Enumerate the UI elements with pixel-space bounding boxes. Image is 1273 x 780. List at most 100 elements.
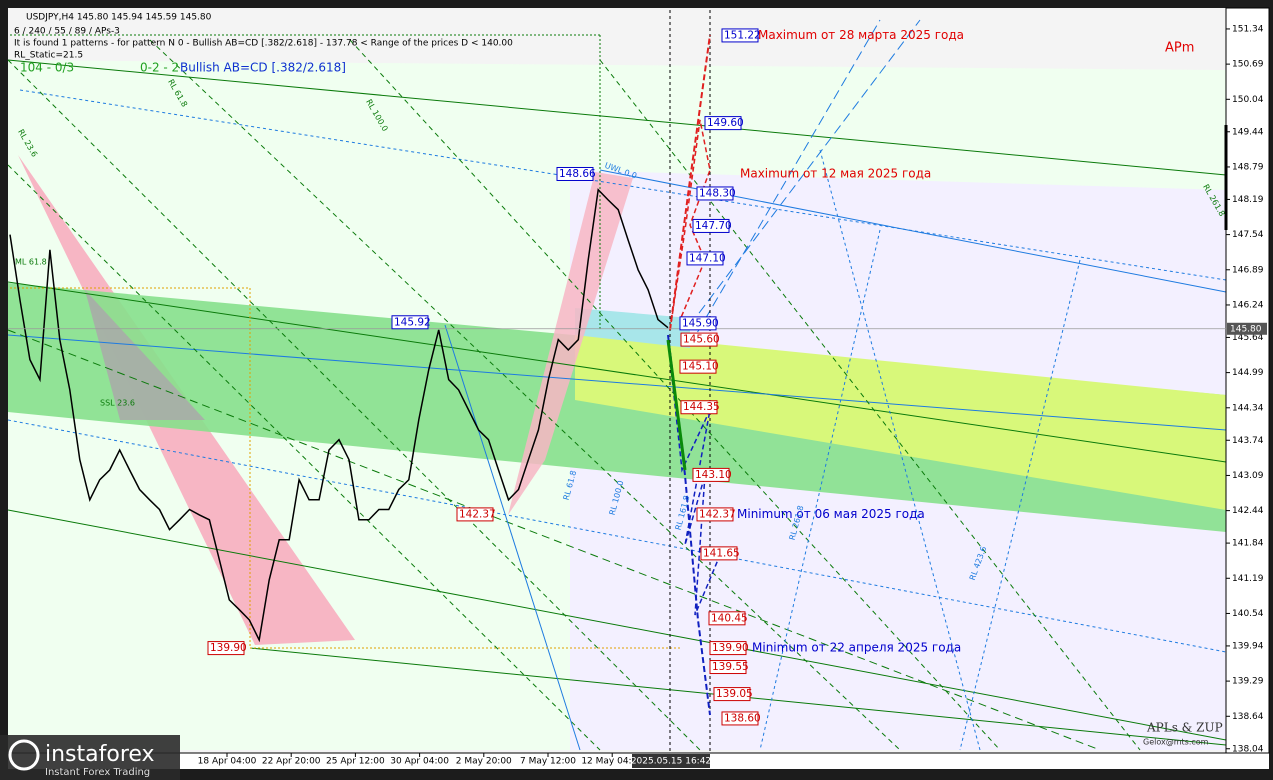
logo-text: instaforex	[45, 742, 155, 767]
trend-line	[7, 281, 1227, 463]
y-tick-label: 142.44	[1232, 506, 1264, 516]
y-tick-label: 140.54	[1232, 609, 1264, 619]
cursor-box	[632, 754, 710, 768]
cursor-label: 2025.05.15 16:42	[631, 757, 711, 767]
y-tick-label: 147.54	[1232, 230, 1264, 240]
x-tick-label: 25 Apr 12:00	[326, 757, 385, 767]
corner-label: APm	[1165, 41, 1194, 56]
fib-line	[689, 19, 921, 326]
fib-line	[689, 19, 881, 346]
annotation: Maximum от 28 марта 2025 года	[758, 28, 964, 42]
level-label: 145.10	[682, 361, 719, 373]
x-tick-label: 2 May 20:00	[456, 757, 512, 767]
level-label: 143.10	[695, 469, 732, 481]
fib-line	[7, 59, 701, 751]
level-label: 151.22	[724, 29, 761, 41]
level-label: 140.45	[711, 612, 748, 624]
level-label: 147.70	[695, 220, 732, 232]
level-label: 148.66	[559, 168, 596, 180]
forecast-up	[669, 34, 711, 331]
level-box	[679, 316, 717, 331]
y-tick-label: 139.29	[1232, 677, 1264, 687]
level-box	[679, 359, 717, 374]
level-label: 147.10	[689, 252, 726, 264]
y-tick-label: 143.09	[1232, 471, 1264, 481]
fib-line	[819, 149, 981, 751]
x-tick-label: 7 May 12:00	[520, 757, 576, 767]
fib-line	[959, 259, 1081, 751]
header-line: 6 / 240 / 55 / 89 / APs-3	[14, 27, 120, 37]
current-price-label: 145.80	[1230, 324, 1262, 334]
signature: Gelox@mts.com	[1143, 738, 1209, 747]
y-tick-label: 150.69	[1232, 60, 1264, 70]
logo: instaforex Instant Forex Trading	[0, 735, 180, 780]
level-label: 139.05	[716, 688, 753, 700]
level-box	[680, 400, 718, 415]
level-label: 142.37	[699, 508, 736, 520]
y-axis-background	[1226, 8, 1269, 753]
y-tick-label: 139.94	[1232, 641, 1264, 651]
level-label: 145.60	[683, 334, 720, 346]
level-box	[709, 660, 747, 675]
annotation: Minimum от 06 мая 2025 года	[737, 507, 925, 521]
level-box	[708, 611, 746, 626]
y-tick-label: 151.34	[1232, 24, 1264, 34]
trend-line	[7, 59, 1227, 176]
forecast-down	[667, 334, 711, 716]
level-box	[391, 315, 429, 330]
level-label: 141.65	[703, 547, 740, 559]
level-box	[556, 166, 594, 181]
x-tick-label: 18 Apr 04:00	[198, 757, 257, 767]
fib-label: ML 61.8	[15, 258, 47, 267]
header-line: USDJPY,H4 145.80 145.94 145.59 145.80	[26, 13, 212, 23]
level-box	[721, 711, 759, 726]
y-tick-label: 146.24	[1232, 300, 1264, 310]
fib-line	[7, 164, 601, 751]
level-box	[686, 251, 724, 266]
level-label: 149.60	[707, 117, 744, 129]
level-box	[700, 546, 738, 561]
pattern-count: 104 - 0/3	[20, 61, 74, 75]
x-tick-label: 12 May 04:00	[581, 757, 643, 767]
fib-line	[149, 39, 901, 751]
forecast-leg	[666, 339, 687, 471]
fib-line	[444, 324, 581, 751]
channel-cyan	[575, 308, 690, 348]
y-tick-label: 144.99	[1232, 368, 1264, 378]
forecast-down	[667, 339, 721, 616]
y-tick-label: 144.34	[1232, 403, 1264, 413]
y-tick-label: 138.64	[1232, 712, 1264, 722]
level-label: 139.90	[210, 642, 247, 654]
level-box	[721, 28, 759, 43]
channel-yellow	[575, 330, 1226, 510]
level-label: 144.35	[683, 401, 720, 413]
trend-line	[7, 509, 1227, 741]
level-label: 142.37	[459, 508, 496, 520]
x-tick-label: 22 Apr 20:00	[262, 757, 321, 767]
level-label: 145.90	[682, 317, 719, 329]
level-label: 139.55	[712, 661, 749, 673]
level-label: 138.60	[724, 712, 761, 724]
level-box	[207, 641, 245, 656]
y-tick-label: 148.19	[1232, 195, 1264, 205]
y-tick-label: 145.64	[1232, 333, 1264, 343]
y-tick-label: 150.04	[1232, 95, 1264, 105]
level-box	[696, 507, 734, 522]
y-tick-label: 149.44	[1232, 127, 1264, 137]
level-box	[709, 641, 747, 656]
y-tick-label: 143.74	[1232, 436, 1264, 446]
level-box	[680, 332, 718, 347]
level-box	[692, 218, 730, 233]
y-tick-label: 148.79	[1232, 162, 1264, 172]
level-box	[713, 687, 751, 702]
level-box	[692, 467, 730, 482]
header-line: RL_Static=21.5	[14, 51, 83, 61]
channel-green	[8, 283, 1226, 532]
level-label: 139.90	[712, 642, 749, 654]
overlap	[85, 290, 205, 420]
annotation: Maximum от 12 мая 2025 года	[740, 166, 931, 180]
trend-line	[7, 334, 1227, 431]
y-tick-label: 146.89	[1232, 265, 1264, 275]
